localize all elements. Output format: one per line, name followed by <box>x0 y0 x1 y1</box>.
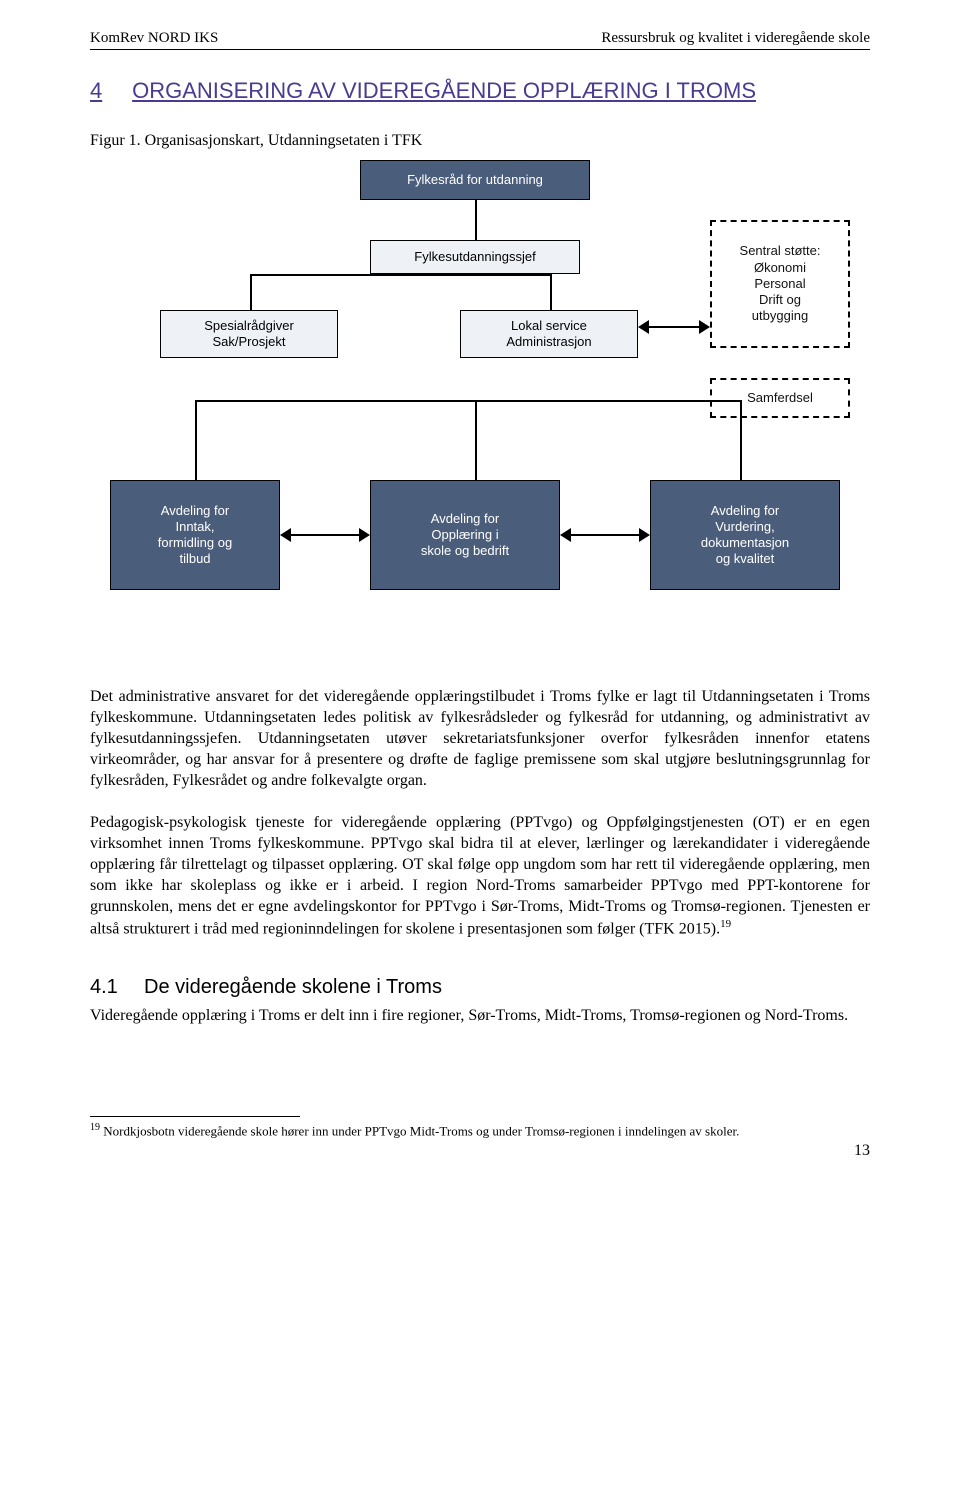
chart-node-bl: Avdeling forInntak,formidling ogtilbud <box>110 480 280 590</box>
page-header: KomRev NORD IKS Ressursbruk og kvalitet … <box>90 30 870 50</box>
footnote-number: 19 <box>90 1122 100 1133</box>
chart-node-bc: Avdeling forOpplæring iskole og bedrift <box>370 480 560 590</box>
figure-caption: Figur 1. Organisasjonskart, Utdanningset… <box>90 132 870 150</box>
chart-connector <box>550 274 552 310</box>
chart-connector <box>475 400 477 480</box>
footnote: 19 Nordkjosbotn videregående skole hører… <box>90 1121 870 1140</box>
chart-connector <box>475 200 477 240</box>
subsection-heading: 4.1De videregående skolene i Troms <box>90 976 870 999</box>
body-paragraph-2: Pedagogisk-psykologisk tjeneste for vide… <box>90 812 870 940</box>
header-right: Ressursbruk og kvalitet i videregående s… <box>601 30 870 47</box>
section-number: 4 <box>90 78 126 104</box>
chart-node-left2: SpesialrådgiverSak/Prosjekt <box>160 310 338 358</box>
chart-connector <box>195 400 197 480</box>
body-paragraph-1: Det administrative ansvaret for det vide… <box>90 686 870 792</box>
header-left: KomRev NORD IKS <box>90 30 218 47</box>
body-paragraph-2-text: Pedagogisk-psykologisk tjeneste for vide… <box>90 814 870 938</box>
chart-connector <box>250 274 252 310</box>
chart-node-mid: Fylkesutdanningssjef <box>370 240 580 274</box>
chart-connector <box>250 274 550 276</box>
double-arrow-icon <box>638 320 710 334</box>
org-chart: Fylkesråd for utdanning Fylkesutdanningss… <box>90 160 870 660</box>
footnote-text: Nordkjosbotn videregående skole hører in… <box>100 1123 739 1138</box>
chart-connector <box>740 400 742 480</box>
body-paragraph-3: Videregående opplæring i Troms er delt i… <box>90 1005 870 1026</box>
chart-connector <box>195 400 742 402</box>
page-number: 13 <box>90 1142 870 1160</box>
chart-node-dashed2: Samferdsel <box>710 378 850 418</box>
chart-node-top: Fylkesråd for utdanning <box>360 160 590 200</box>
footnote-separator <box>90 1116 300 1117</box>
section-title: ORGANISERING AV VIDEREGÅENDE OPPLÆRING I… <box>132 78 756 103</box>
double-arrow-icon <box>280 528 370 542</box>
chart-node-right2: Lokal serviceAdministrasjon <box>460 310 638 358</box>
chart-node-dashed1: Sentral støtte:ØkonomiPersonalDrift ogut… <box>710 220 850 348</box>
chart-node-br: Avdeling forVurdering,dokumentasjonog kv… <box>650 480 840 590</box>
subsection-title: De videregående skolene i Troms <box>144 976 442 998</box>
footnote-ref: 19 <box>720 918 731 930</box>
section-heading: 4 ORGANISERING AV VIDEREGÅENDE OPPLÆRING… <box>90 78 870 104</box>
subsection-number: 4.1 <box>90 976 144 999</box>
double-arrow-icon <box>560 528 650 542</box>
